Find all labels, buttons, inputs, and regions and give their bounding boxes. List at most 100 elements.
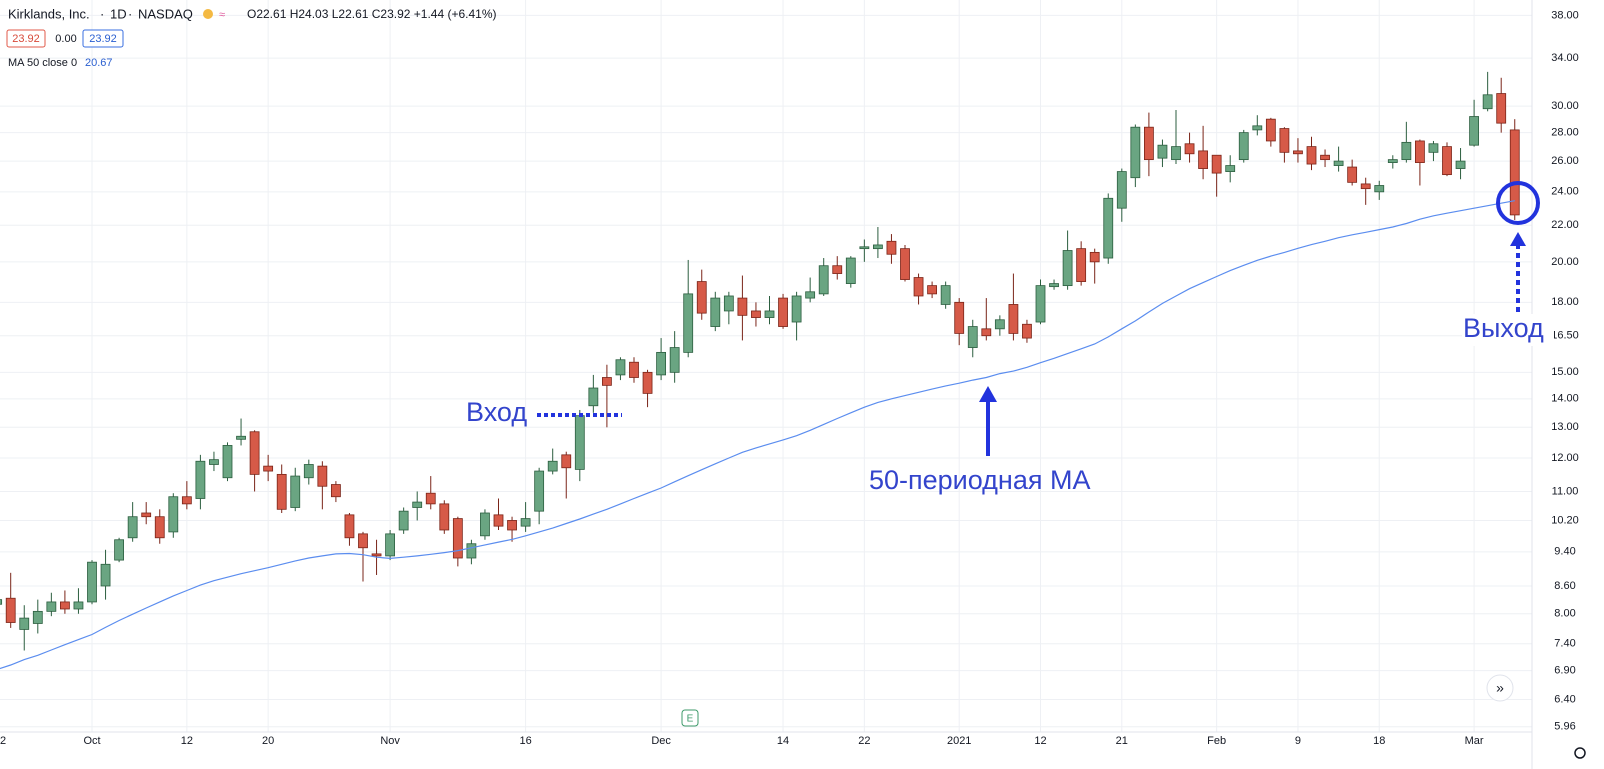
candle-body xyxy=(669,347,680,373)
arrow-head xyxy=(1510,232,1526,246)
separator: · xyxy=(128,6,132,21)
ma-legend-name: MA 50 close 0 xyxy=(8,57,77,69)
settings-icon[interactable] xyxy=(1574,747,1586,759)
candle-body xyxy=(1442,146,1452,176)
candle-body xyxy=(452,518,463,559)
price-tag-text: 23.92 xyxy=(89,33,117,45)
candle-body xyxy=(1265,118,1276,142)
candle-body xyxy=(317,465,328,487)
candle-body xyxy=(439,503,450,531)
scroll-button[interactable] xyxy=(1486,674,1514,702)
candle-body xyxy=(1347,166,1358,183)
candle-body xyxy=(561,454,572,469)
price-tag xyxy=(82,29,124,48)
candle-body xyxy=(507,520,517,531)
interval: 1D xyxy=(110,6,127,21)
candle-body xyxy=(46,601,57,612)
candle-body xyxy=(1360,183,1371,190)
candle-body xyxy=(913,277,924,297)
candle-body xyxy=(480,512,490,537)
candle-body xyxy=(425,492,436,505)
candle-body xyxy=(1279,128,1290,153)
x-tick-label: 2021 xyxy=(947,735,971,747)
candle-body xyxy=(1171,146,1181,161)
candle-body xyxy=(723,295,734,312)
candle-body xyxy=(642,371,653,394)
candle-body xyxy=(1306,146,1317,165)
symbol-title: Kirklands, Inc. xyxy=(8,6,90,21)
candle-body xyxy=(412,501,423,508)
candle-body xyxy=(276,473,287,510)
y-tick-label: 6.40 xyxy=(1554,693,1575,705)
candle-body xyxy=(845,257,856,284)
candle-body xyxy=(236,435,246,440)
x-tick-label: 9 xyxy=(1295,735,1301,747)
candle-body xyxy=(1238,132,1249,161)
candle-body xyxy=(764,310,775,318)
candle-body xyxy=(100,563,111,587)
icon: ≈ xyxy=(219,9,225,21)
candle-body xyxy=(859,246,870,250)
separator: · xyxy=(100,6,104,21)
candle-body xyxy=(683,293,694,353)
candle-body xyxy=(154,516,165,539)
candle-body xyxy=(615,359,626,376)
candle-body xyxy=(832,265,843,274)
candle-body xyxy=(1116,171,1127,209)
candle-body xyxy=(547,460,558,472)
candle-body xyxy=(398,510,409,531)
y-tick-label: 38.00 xyxy=(1551,9,1579,21)
candle-body xyxy=(1293,150,1303,155)
candle-body xyxy=(629,361,639,378)
candle-body xyxy=(303,464,314,479)
price-tag-text: 23.92 xyxy=(12,33,40,45)
candle-body xyxy=(249,431,260,475)
candle-body xyxy=(5,597,16,623)
y-tick-label: 20.00 xyxy=(1551,256,1579,268)
y-tick-label: 11.00 xyxy=(1552,485,1579,497)
candle-body xyxy=(1374,185,1385,193)
candle-body xyxy=(222,445,233,479)
candle-body xyxy=(1509,129,1520,216)
candle-body xyxy=(927,285,937,295)
candle-body xyxy=(818,265,829,295)
candle-body xyxy=(344,514,355,539)
axes: 38.0034.0030.0028.0026.0024.0022.0020.00… xyxy=(0,9,1579,747)
candle-body xyxy=(1415,140,1425,163)
exit-circle xyxy=(1496,181,1540,225)
candle-body xyxy=(1022,323,1032,339)
candle-body xyxy=(588,387,599,407)
candle-body xyxy=(1496,93,1507,124)
y-tick-label: 9.40 xyxy=(1554,546,1575,558)
candle-body xyxy=(1184,143,1195,155)
candle-body xyxy=(1130,126,1141,179)
x-tick-label: 22 xyxy=(858,735,870,747)
candle-body xyxy=(873,244,883,250)
candle-body xyxy=(954,301,965,334)
annotation-bg xyxy=(1462,314,1554,346)
earnings-icon[interactable]: E xyxy=(687,714,694,725)
price-tag xyxy=(6,29,46,48)
candle-body xyxy=(114,539,124,561)
candle-body xyxy=(181,496,192,505)
candle-body xyxy=(19,617,30,630)
earnings-marker[interactable] xyxy=(681,709,699,727)
x-tick-label: 18 xyxy=(1373,735,1385,747)
candle-body xyxy=(168,496,179,533)
candle-body xyxy=(805,291,816,299)
candle-body xyxy=(263,465,274,472)
candle-body xyxy=(1401,141,1412,161)
candle-body xyxy=(209,459,219,465)
y-tick-label: 5.96 xyxy=(1554,721,1575,733)
candle-body xyxy=(751,310,761,318)
candle-body xyxy=(466,543,477,559)
x-tick-label: 12 xyxy=(181,735,193,747)
candle-body xyxy=(87,561,97,603)
candle-body xyxy=(1333,160,1344,166)
candle-body xyxy=(602,377,612,386)
candle-body xyxy=(1320,154,1330,161)
x-tick-label: 20 xyxy=(262,735,274,747)
candle-body xyxy=(696,281,707,314)
exchange: NASDAQ xyxy=(138,6,193,21)
scroll-icon[interactable]: » xyxy=(1496,680,1504,696)
